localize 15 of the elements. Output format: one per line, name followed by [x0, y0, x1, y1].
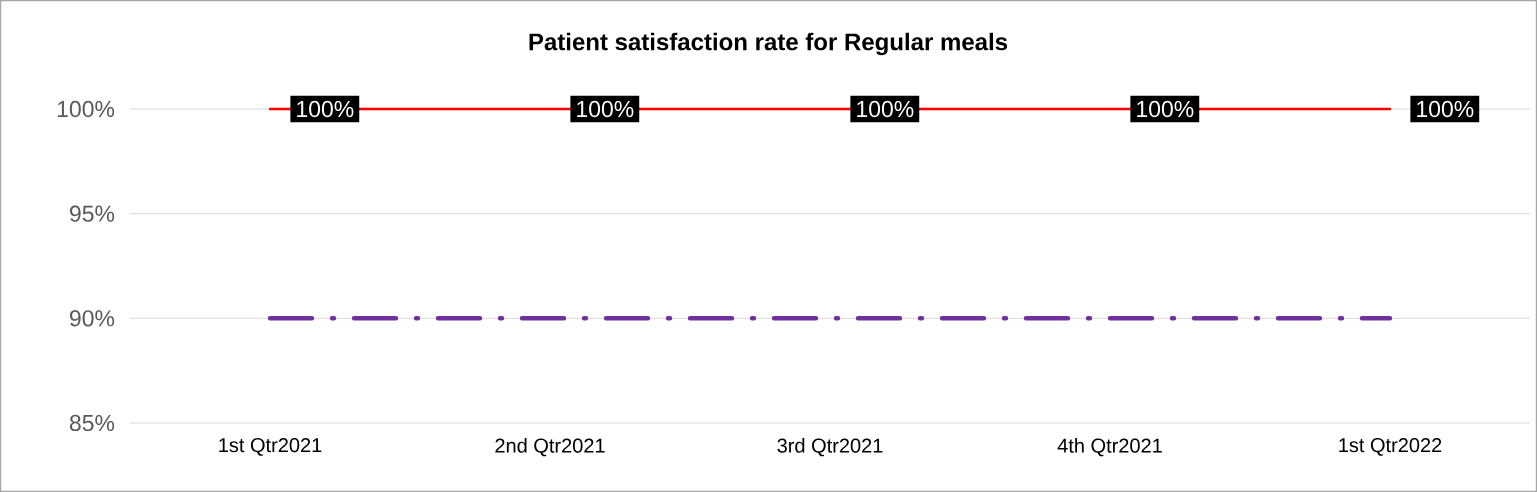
y-tick-label: 95%	[69, 205, 115, 222]
data-label: 100%	[857, 100, 914, 118]
data-label: 100%	[297, 100, 354, 118]
chart-title: Patient satisfaction rate for Regular meals	[529, 32, 1008, 56]
x-tick-label: 3rd Qtr2021	[777, 438, 883, 457]
x-tick-label: 2nd Qtr2021	[495, 438, 605, 457]
y-tick-label: 90%	[69, 310, 115, 327]
x-tick-label: 1st Qtr2022	[1339, 438, 1442, 456]
x-tick-label: 1st Qtr2021	[219, 438, 322, 456]
y-tick-label: 100%	[57, 100, 115, 118]
data-label: 100%	[577, 100, 634, 118]
data-label: 100%	[1417, 100, 1474, 118]
x-tick-label: 4th Qtr2021	[1057, 438, 1162, 457]
y-tick-label: 85%	[69, 414, 115, 432]
data-label: 100%	[1137, 100, 1194, 118]
